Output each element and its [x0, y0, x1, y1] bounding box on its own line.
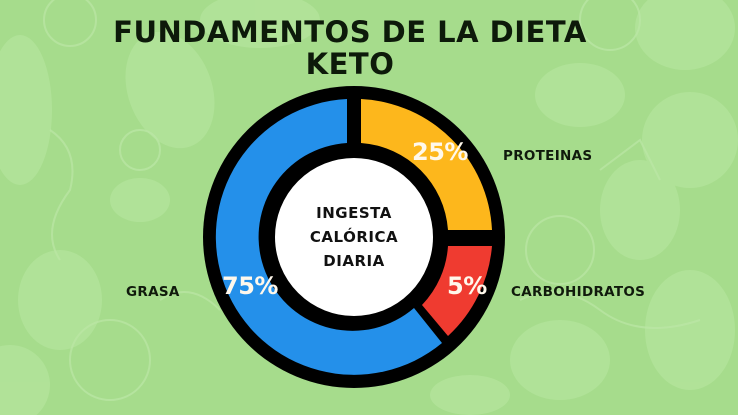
grasa-percent: 75%	[222, 272, 278, 300]
center-label-line-3: DIARIA	[323, 252, 385, 270]
center-label: INGESTA CALÓRICA DIARIA	[294, 201, 414, 273]
segment-proteinas	[361, 99, 492, 230]
segment-grasa	[215, 99, 442, 375]
title-line-2: KETO	[305, 47, 395, 81]
page-title: FUNDAMENTOS DE LA DIETA KETO	[0, 16, 700, 80]
segment-carbohidratos	[422, 246, 492, 336]
carbohidratos-percent: 5%	[447, 272, 487, 300]
label-grasa: GRASA	[126, 284, 180, 300]
proteinas-percent: 25%	[412, 138, 468, 166]
title-line-1: FUNDAMENTOS DE LA DIETA	[113, 15, 587, 49]
center-label-line-1: INGESTA	[316, 204, 392, 222]
label-carbohidratos: CARBOHIDRATOS	[511, 284, 646, 300]
center-circle	[265, 148, 443, 326]
label-proteinas: PROTEINAS	[503, 148, 593, 164]
center-label-line-2: CALÓRICA	[309, 228, 399, 246]
